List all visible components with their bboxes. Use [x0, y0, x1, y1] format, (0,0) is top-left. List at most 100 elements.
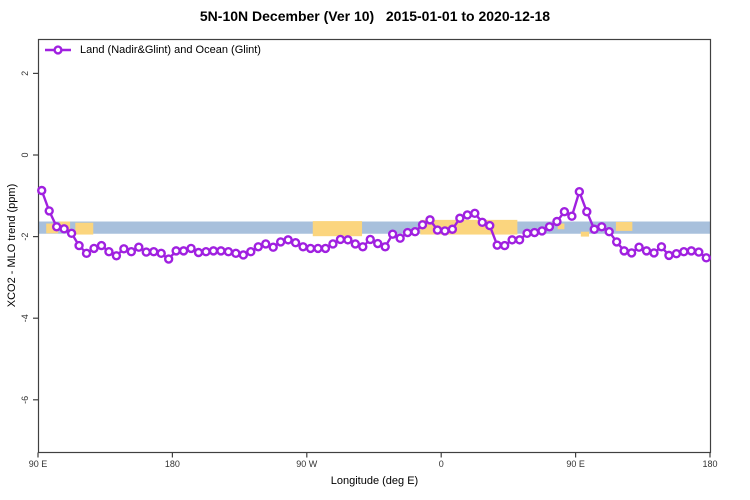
- data-point: [522, 228, 532, 239]
- data-point: [649, 248, 659, 258]
- data-point: [604, 227, 614, 237]
- data-point: [701, 253, 711, 263]
- data-point: [223, 246, 234, 257]
- data-point: [358, 242, 368, 252]
- data-point: [529, 227, 540, 238]
- data-point: [208, 246, 219, 256]
- data-point: [514, 235, 525, 245]
- data-point: [320, 243, 331, 254]
- data-point: [686, 246, 697, 256]
- data-point: [694, 247, 704, 257]
- data-point: [402, 227, 413, 238]
- data-point: [238, 250, 249, 260]
- data-point: [66, 228, 77, 239]
- x-tick-label: 0: [439, 459, 444, 469]
- plot-box: [37, 38, 712, 454]
- data-point: [290, 238, 301, 248]
- data-point: [664, 250, 674, 261]
- data-point: [298, 242, 308, 252]
- chart-title: 5N-10N December (Ver 10) 2015-01-01 to 2…: [199, 8, 551, 24]
- y-axis-title: XCO2 - MLO trend (ppm): [6, 183, 18, 308]
- data-point: [641, 246, 652, 256]
- data-point: [81, 248, 92, 259]
- data-point: [544, 222, 555, 232]
- data-point: [597, 222, 607, 232]
- data-point: [380, 242, 390, 252]
- data-point: [149, 246, 159, 257]
- legend-label: Land (Nadir&Glint) and Ocean (Glint): [80, 44, 261, 56]
- data-point: [111, 251, 122, 261]
- x-tick-label: 90 E: [29, 459, 48, 469]
- x-tick-label: 180: [702, 459, 717, 469]
- data-point: [671, 249, 682, 259]
- legend-marker-icon: [45, 45, 71, 55]
- data-point: [313, 243, 323, 254]
- y-tick-label: -6: [20, 396, 30, 404]
- data-point: [275, 237, 286, 247]
- y-tick-label: 2: [20, 71, 30, 76]
- data-point: [96, 240, 107, 251]
- data-point: [455, 213, 465, 223]
- data-point: [395, 233, 405, 243]
- data-point: [350, 239, 361, 249]
- data-point: [462, 210, 473, 220]
- data-point: [119, 244, 129, 254]
- data-point: [335, 234, 346, 245]
- data-point: [231, 248, 241, 259]
- data-point: [373, 238, 383, 249]
- data-point: [186, 243, 196, 254]
- highlight-segment: [312, 221, 363, 237]
- data-point: [634, 242, 644, 252]
- data-point: [574, 187, 585, 197]
- highlight-segment: [615, 221, 633, 231]
- data-point: [51, 222, 62, 232]
- data-point: [246, 246, 256, 257]
- highlight-segment: [580, 231, 590, 237]
- data-point: [261, 239, 271, 249]
- y-tick-label: -2: [20, 233, 30, 241]
- data-point: [589, 224, 599, 234]
- data-point: [507, 235, 517, 245]
- x-axis-title: Longitude (deg E): [330, 475, 419, 487]
- data-point: [59, 224, 69, 234]
- data-point: [656, 242, 667, 252]
- data-point: [485, 220, 495, 231]
- data-point: [492, 240, 502, 250]
- data-point: [44, 206, 54, 216]
- data-point: [425, 215, 435, 225]
- highlight-segment: [75, 222, 94, 235]
- data-point: [477, 217, 487, 228]
- data-point: [567, 211, 577, 221]
- data-point: [89, 243, 99, 254]
- data-point: [171, 246, 181, 256]
- data-point: [582, 207, 592, 217]
- data-point: [253, 242, 263, 252]
- highlight-segment: [46, 223, 59, 234]
- data-point: [163, 254, 174, 264]
- data-point: [611, 237, 622, 247]
- data-point: [365, 234, 375, 245]
- data-point: [126, 246, 137, 257]
- data-point: [417, 220, 428, 230]
- data-point: [268, 242, 278, 252]
- data-point: [156, 248, 166, 259]
- data-point: [37, 185, 47, 196]
- data-point: [134, 242, 144, 252]
- data-point: [141, 247, 151, 257]
- data-point: [178, 246, 189, 256]
- data-point: [216, 246, 226, 256]
- data-point: [328, 239, 338, 249]
- data-point: [619, 246, 629, 256]
- data-point: [201, 246, 211, 257]
- highlight-segment: [557, 223, 565, 230]
- data-point: [432, 225, 443, 235]
- data-point: [552, 216, 562, 227]
- x-tick-label: 90 W: [296, 459, 318, 469]
- data-point: [410, 227, 420, 237]
- data-point: [559, 207, 570, 217]
- data-point: [74, 240, 84, 251]
- data-point: [343, 235, 353, 245]
- data-point: [440, 226, 450, 236]
